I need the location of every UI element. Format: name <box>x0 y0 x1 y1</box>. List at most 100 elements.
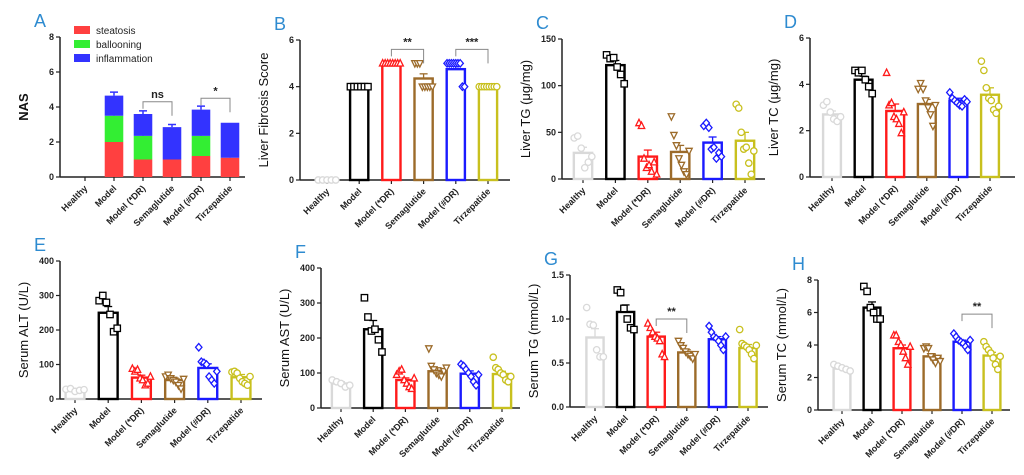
data-point <box>928 122 938 132</box>
data-point <box>331 176 340 184</box>
y-tick-label: 200 <box>39 325 54 335</box>
data-point <box>966 335 975 345</box>
y-tick-label: 150 <box>541 34 556 44</box>
y-axis-label: Serum AST (U/L) <box>277 289 292 388</box>
data-point <box>620 79 629 88</box>
panel-label: H <box>792 254 805 274</box>
bar <box>348 85 370 182</box>
data-point <box>846 367 855 375</box>
data-point <box>609 53 618 62</box>
y-tick-label: 200 <box>300 333 315 343</box>
data-point <box>674 337 683 347</box>
data-point <box>861 75 870 84</box>
data-point <box>194 342 203 352</box>
data-point <box>721 331 730 342</box>
bar-segment-ballooning <box>133 135 153 160</box>
significance-label: *** <box>465 36 479 48</box>
data-point <box>395 58 405 67</box>
y-tick-label: 0.0 <box>551 402 564 412</box>
data-point <box>677 161 686 171</box>
data-point <box>994 102 1003 111</box>
y-tick-label: 4 <box>289 82 294 92</box>
data-point <box>963 345 972 355</box>
y-tick-label: 2 <box>289 128 294 138</box>
x-tick-label: Healthy <box>816 416 846 446</box>
data-point <box>719 345 728 355</box>
panel-label: F <box>295 242 306 262</box>
y-tick-label: 6 <box>49 67 54 77</box>
data-point <box>212 366 221 377</box>
data-point <box>474 370 483 380</box>
y-axis-label: Liver TC (μg/mg) <box>766 59 781 157</box>
panel-label: B <box>274 14 286 34</box>
data-point <box>620 304 628 313</box>
bar <box>832 367 852 412</box>
data-point <box>437 373 446 382</box>
data-point <box>945 87 954 98</box>
bar <box>892 347 912 412</box>
data-point <box>916 79 925 89</box>
legend-swatch <box>74 40 90 48</box>
data-point <box>892 113 901 123</box>
y-axis-label: Serum TG (mmol/L) <box>526 284 541 399</box>
data-point <box>750 354 758 363</box>
significance-bracket <box>455 48 489 64</box>
panel-f: F Serum AST (U/L) 0 100 200 300 400 Healthy Mode… <box>277 242 520 459</box>
data-point <box>592 345 601 354</box>
panel-label: A <box>34 11 46 31</box>
y-tick-label: 400 <box>300 263 315 273</box>
y-tick-label: 0 <box>807 405 812 415</box>
legend-label: ballooning <box>96 40 142 51</box>
panel-label: C <box>536 13 549 33</box>
data-point <box>682 170 691 180</box>
bar <box>646 335 666 409</box>
data-point <box>599 352 608 361</box>
y-tick-label: 400 <box>39 256 54 266</box>
data-point <box>106 310 114 319</box>
data-point <box>616 288 625 297</box>
data-point <box>179 375 188 385</box>
x-tick-label: Model <box>851 416 876 441</box>
significance-bracket <box>655 318 688 333</box>
data-point <box>613 63 622 71</box>
data-point <box>577 144 586 153</box>
data-point <box>735 325 744 334</box>
significance-bracket <box>200 97 231 113</box>
data-point <box>587 152 596 161</box>
data-point <box>882 67 891 77</box>
data-point <box>471 380 481 390</box>
significance-label: ns <box>151 89 164 101</box>
data-point <box>962 97 972 107</box>
data-point <box>667 113 676 122</box>
data-point <box>690 350 700 360</box>
bar-segment-steatosis <box>133 159 153 177</box>
data-point <box>836 112 845 121</box>
bar <box>922 355 942 412</box>
data-point <box>113 324 122 333</box>
bar-segment-steatosis <box>104 142 124 177</box>
data-point <box>931 101 940 111</box>
y-tick-label: 0 <box>799 172 804 182</box>
panel-e: E Serum ALT (U/L) 0 100 200 300 400 Healthy Mode… <box>16 235 262 450</box>
data-point <box>360 293 369 302</box>
y-axis-label: NAS <box>16 93 31 121</box>
y-tick-label: 300 <box>39 291 54 301</box>
y-tick-label: 100 <box>300 368 315 378</box>
x-tick-label: Healthy <box>806 183 836 213</box>
bar-segment-ballooning <box>104 115 124 142</box>
data-point <box>616 70 625 79</box>
data-point <box>858 66 866 75</box>
panel-label: D <box>784 12 797 32</box>
data-point <box>210 378 219 389</box>
data-point <box>424 345 434 354</box>
bar-segment-inflammation <box>162 127 182 160</box>
significance-label: ** <box>403 36 412 48</box>
data-point <box>374 335 383 344</box>
y-tick-label: 100 <box>541 81 556 91</box>
data-point <box>243 381 252 390</box>
bar-segment-steatosis <box>191 156 211 177</box>
